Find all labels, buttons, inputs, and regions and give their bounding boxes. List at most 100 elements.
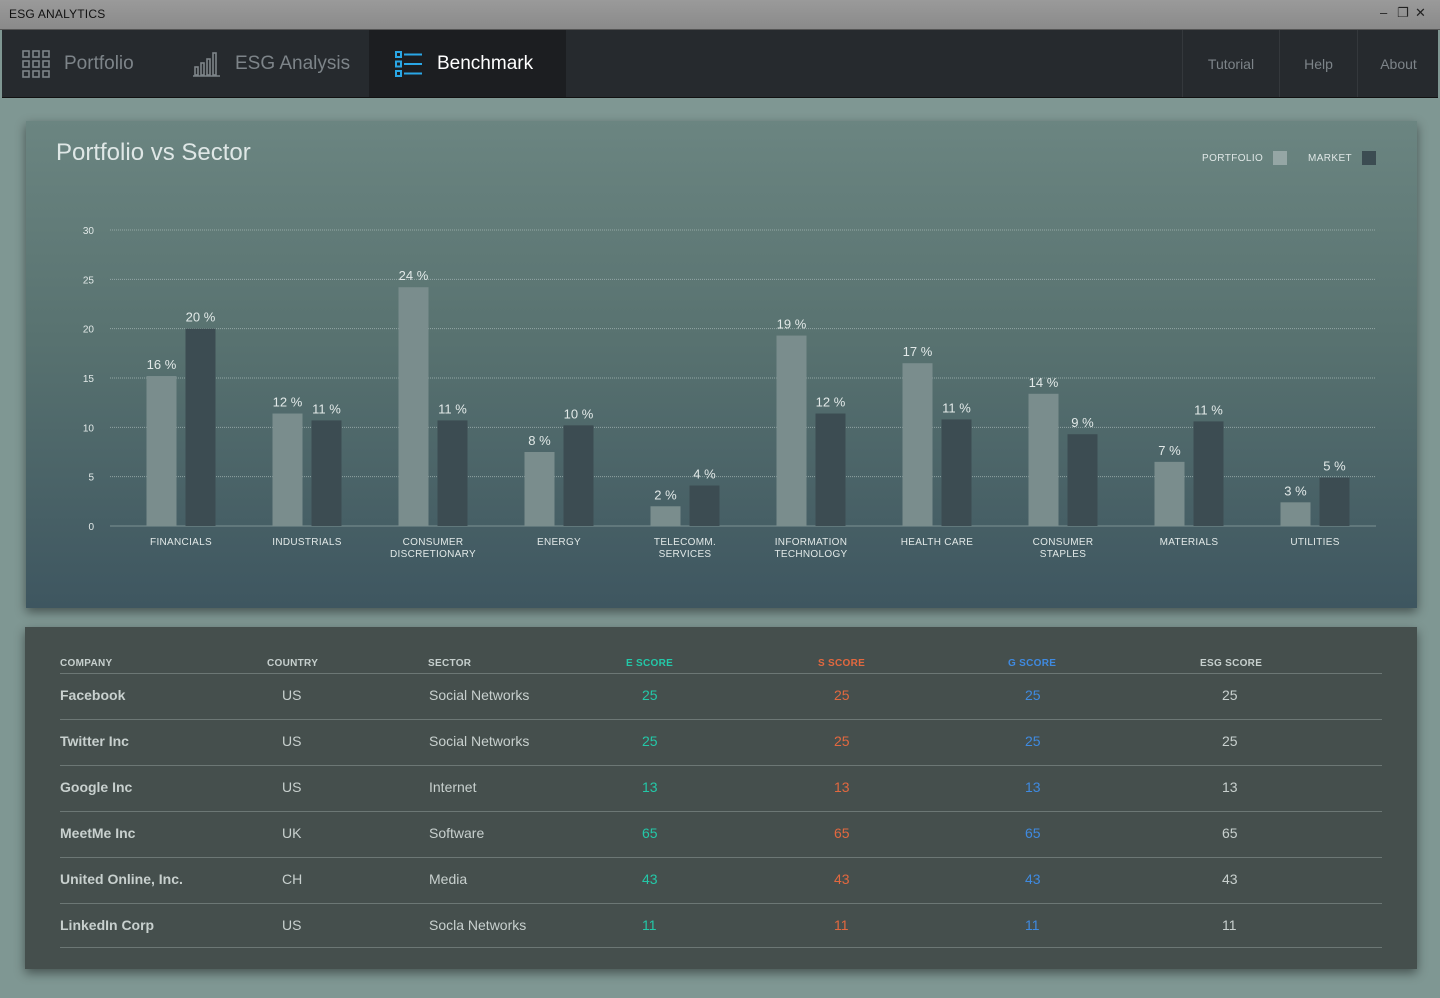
- tab-portfolio-label: Portfolio: [64, 52, 134, 74]
- y-tick-label: 25: [83, 275, 95, 286]
- header-s-score[interactable]: S SCORE: [818, 658, 866, 669]
- portfolio-bar[interactable]: [650, 506, 681, 526]
- portfolio-bar[interactable]: [398, 287, 429, 526]
- header-esg-score[interactable]: ESG SCORE: [1200, 658, 1263, 669]
- header-sector[interactable]: SECTOR: [428, 658, 472, 669]
- s-score-cell: 11: [834, 917, 849, 933]
- tab-benchmark-label: Benchmark: [437, 52, 534, 74]
- country-cell: US: [282, 779, 302, 795]
- market-bar[interactable]: [689, 485, 720, 526]
- portfolio-bar[interactable]: [146, 376, 177, 526]
- portfolio-value-label: 24 %: [399, 268, 429, 283]
- esg-score-cell: 25: [1222, 687, 1238, 703]
- nav-link-about[interactable]: About: [1357, 30, 1439, 97]
- market-bar[interactable]: [185, 328, 216, 526]
- legend-market[interactable]: MARKET: [1308, 151, 1377, 165]
- e-score-cell: 43: [642, 871, 658, 887]
- company-cell: Twitter Inc: [60, 733, 129, 749]
- portfolio-bar[interactable]: [1154, 461, 1185, 526]
- legend-portfolio[interactable]: PORTFOLIO: [1202, 151, 1288, 165]
- tab-esg-analysis[interactable]: ESG Analysis: [193, 30, 363, 97]
- e-score-cell: 25: [642, 733, 658, 749]
- table-row[interactable]: LinkedIn Corp US Socla Networks 11 11 11 11: [60, 903, 1382, 950]
- company-cell: Google Inc: [60, 779, 133, 795]
- portfolio-bar[interactable]: [272, 413, 303, 526]
- y-tick-label: 30: [83, 226, 95, 237]
- close-icon[interactable]: ✕: [1415, 5, 1426, 20]
- s-score-cell: 43: [834, 871, 850, 887]
- market-bar[interactable]: [563, 425, 594, 526]
- window-titlebar: ESG ANALYTICS – ❐ ✕: [0, 0, 1440, 30]
- nav-link-about-label: About: [1380, 55, 1417, 72]
- e-score-cell: 65: [642, 825, 658, 841]
- market-bar[interactable]: [1193, 421, 1224, 526]
- country-cell: US: [282, 733, 302, 749]
- table-row[interactable]: United Online, Inc. CH Media 43 43 43 43: [60, 857, 1382, 904]
- category-label: DISCRETIONARY: [390, 549, 476, 560]
- g-score-cell: 11: [1025, 917, 1040, 933]
- portfolio-value-label: 3 %: [1284, 483, 1307, 498]
- portfolio-bar[interactable]: [1280, 502, 1311, 526]
- portfolio-value-label: 19 %: [777, 317, 807, 332]
- market-value-label: 12 %: [816, 395, 846, 410]
- table-row[interactable]: MeetMe Inc UK Software 65 65 65 65: [60, 811, 1382, 858]
- portfolio-bar[interactable]: [1028, 393, 1059, 526]
- esg-score-cell: 65: [1222, 825, 1238, 841]
- legend-portfolio-label: PORTFOLIO: [1202, 152, 1264, 164]
- list-icon: [395, 50, 422, 77]
- table-row[interactable]: Facebook US Social Networks 25 25 25 25: [60, 673, 1382, 720]
- tab-portfolio[interactable]: Portfolio: [22, 30, 172, 97]
- market-value-label: 11 %: [312, 401, 341, 416]
- market-value-label: 11 %: [942, 400, 971, 415]
- portfolio-bar[interactable]: [902, 363, 933, 526]
- category-label: SERVICES: [659, 549, 712, 560]
- company-scores-table: COMPANY COUNTRY SECTOR E SCORE S SCORE G…: [25, 627, 1417, 969]
- table-row[interactable]: Google Inc US Internet 13 13 13 13: [60, 765, 1382, 812]
- y-tick-label: 15: [83, 374, 95, 385]
- nav-link-help[interactable]: Help: [1279, 30, 1357, 97]
- header-country[interactable]: COUNTRY: [267, 658, 319, 669]
- nav-link-tutorial[interactable]: Tutorial: [1182, 30, 1279, 97]
- category-label: TECHNOLOGY: [774, 549, 847, 560]
- category-label: HEALTH CARE: [901, 537, 974, 548]
- portfolio-vs-sector-panel: 0 5 10 15 20 25 30 16 % 20 % FINANCIALS 12 % 11 % IN…: [26, 121, 1417, 608]
- sector-cell: Media: [429, 871, 468, 887]
- portfolio-value-label: 8 %: [528, 433, 551, 448]
- market-bar[interactable]: [311, 420, 342, 526]
- nav-link-tutorial-label: Tutorial: [1207, 55, 1255, 72]
- portfolio-value-label: 16 %: [147, 357, 177, 372]
- minimize-icon[interactable]: –: [1380, 5, 1388, 20]
- portfolio-bar[interactable]: [524, 452, 555, 526]
- g-score-cell: 65: [1025, 825, 1041, 841]
- portfolio-bar[interactable]: [776, 335, 807, 526]
- market-bar[interactable]: [1319, 477, 1350, 526]
- company-cell: Facebook: [60, 687, 126, 703]
- category-label: INDUSTRIALS: [272, 537, 341, 548]
- sector-cell: Social Networks: [429, 687, 530, 703]
- company-cell: MeetMe Inc: [60, 825, 136, 841]
- category-label: STAPLES: [1040, 549, 1086, 560]
- table-row[interactable]: Twitter Inc US Social Networks 25 25 25 25: [60, 719, 1382, 766]
- header-e-score[interactable]: E SCORE: [626, 658, 674, 669]
- category-label: TELECOMM.: [654, 537, 716, 548]
- header-g-score[interactable]: G SCORE: [1008, 658, 1057, 669]
- sector-cell: Internet: [429, 779, 477, 795]
- sector-cell: Software: [429, 825, 485, 841]
- category-label: INFORMATION: [775, 537, 848, 548]
- portfolio-value-label: 7 %: [1158, 443, 1181, 458]
- market-bar[interactable]: [1067, 434, 1098, 526]
- s-score-cell: 65: [834, 825, 850, 841]
- main-nav: Portfolio ESG Analysis Benchmark Tutoria…: [2, 30, 1438, 98]
- header-company[interactable]: COMPANY: [60, 658, 113, 669]
- market-bar[interactable]: [437, 420, 468, 526]
- company-cell: United Online, Inc.: [60, 871, 183, 887]
- tab-benchmark[interactable]: Benchmark: [369, 30, 566, 97]
- market-bar[interactable]: [941, 419, 972, 526]
- table-bottom-divider: [60, 947, 1382, 948]
- nav-link-help-label: Help: [1304, 55, 1333, 72]
- market-bar[interactable]: [815, 413, 846, 526]
- country-cell: US: [282, 687, 302, 703]
- country-cell: US: [282, 917, 302, 933]
- restore-icon[interactable]: ❐: [1397, 5, 1409, 20]
- country-cell: CH: [282, 871, 303, 887]
